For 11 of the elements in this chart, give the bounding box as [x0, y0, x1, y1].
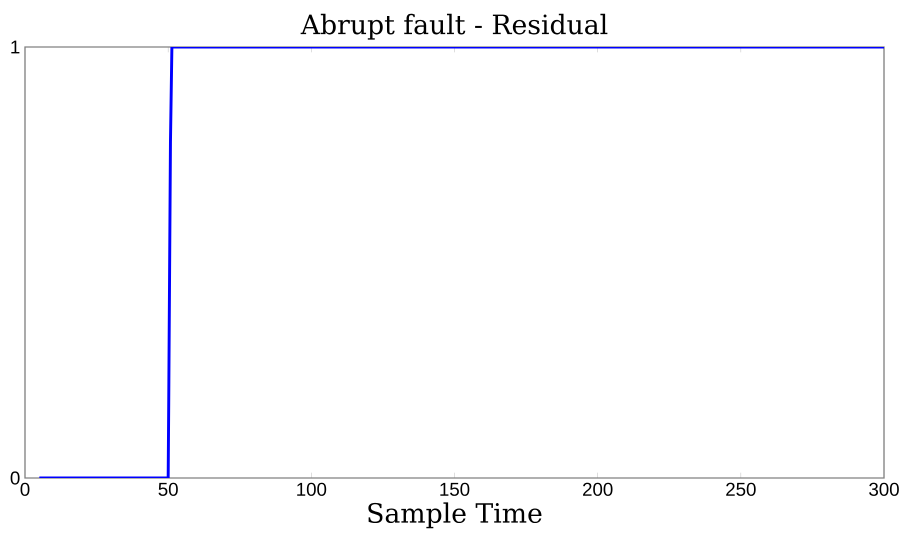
x-tick-label: 100	[297, 482, 326, 496]
chart-title: Abrupt fault - Residual	[300, 14, 608, 40]
x-axis-title: Sample Time	[368, 502, 542, 528]
x-tick-label: 150	[440, 482, 470, 496]
x-tick-label: 0	[20, 482, 30, 496]
x-tick-label: 200	[583, 482, 613, 496]
x-tick-label: 50	[158, 482, 178, 496]
y-tick-label: 1	[11, 40, 20, 54]
x-tick-label: 300	[869, 482, 899, 496]
x-tick-label: 250	[726, 482, 756, 496]
line-series	[38, 46, 884, 478]
